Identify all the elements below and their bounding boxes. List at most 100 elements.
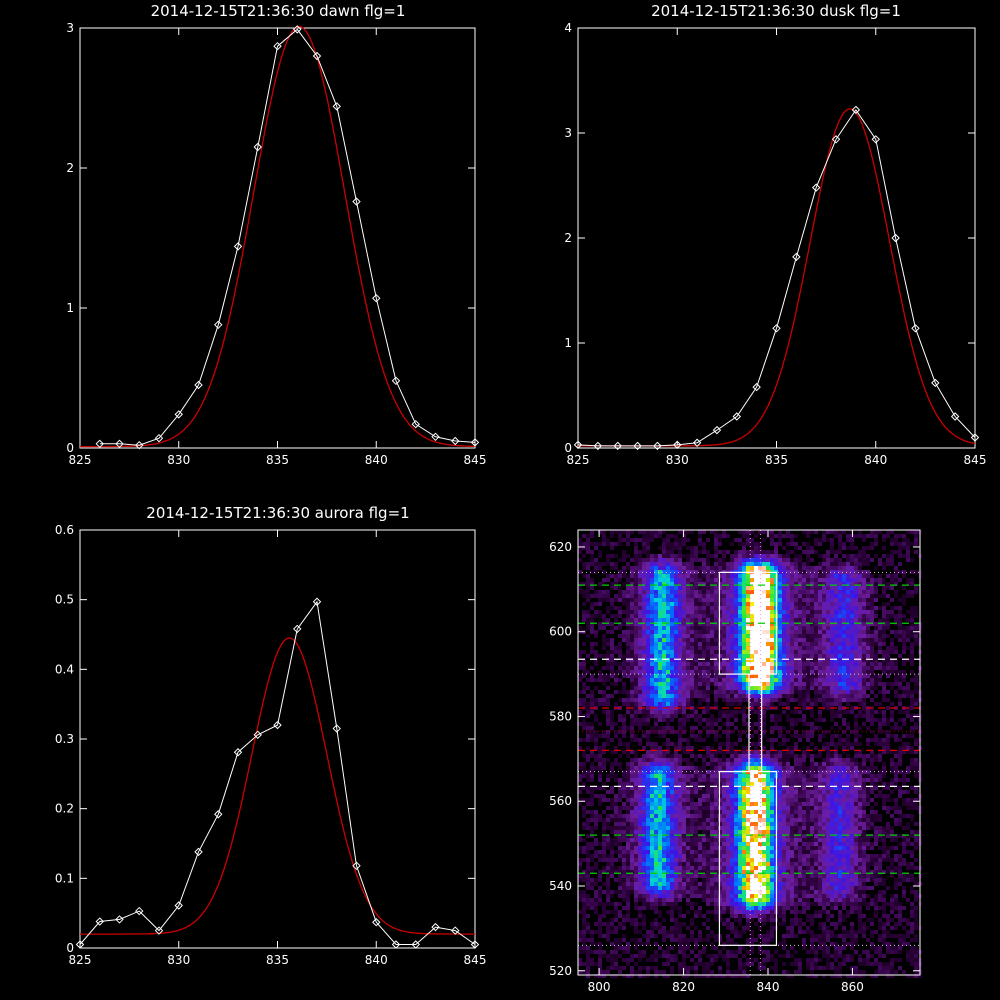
- data-line: [79, 600, 476, 945]
- data-point: [273, 41, 282, 51]
- data-point: [950, 412, 960, 421]
- x-tick-label: 830: [666, 453, 689, 467]
- y-tick-label: 0.2: [55, 802, 74, 816]
- data-point: [135, 440, 144, 450]
- data-point: [332, 102, 341, 111]
- x-tick-label: 845: [464, 453, 487, 467]
- x-tick-label: 825: [69, 453, 92, 467]
- data-point: [372, 918, 381, 927]
- data-point: [154, 433, 164, 443]
- x-tick-label: 840: [365, 953, 388, 967]
- data-point: [911, 324, 920, 333]
- data-point: [573, 440, 583, 450]
- data-point: [792, 252, 801, 262]
- y-tick-label: 0: [66, 941, 74, 955]
- x-tick-label: 840: [757, 980, 780, 994]
- y-tick-label: 0: [66, 441, 74, 455]
- x-tick-label: 830: [167, 953, 190, 967]
- y-tick-label: 3: [66, 21, 74, 35]
- data-point: [431, 922, 440, 932]
- data-point: [391, 940, 401, 949]
- data-point: [712, 425, 722, 435]
- data-point: [653, 441, 662, 451]
- data-point: [312, 51, 322, 61]
- y-tick-label: 3: [564, 126, 572, 140]
- y-tick-label: 0.1: [55, 871, 74, 885]
- x-tick-label: 825: [69, 953, 92, 967]
- fit-curve: [80, 637, 475, 935]
- x-tick-label: 800: [588, 980, 611, 994]
- dusk-spectrum-panel: 2014-12-15T21:36:30 dusk flg=1 825 830 835…: [564, 2, 986, 467]
- data-point: [692, 438, 702, 447]
- x-tick-label: 840: [864, 453, 887, 467]
- y-tick-label: 560: [549, 794, 572, 808]
- data-point: [135, 906, 144, 916]
- dawn-spectrum-panel: 2014-12-15T21:36:30 dawn flg=1 825 830 835…: [66, 2, 486, 467]
- data-point: [154, 926, 164, 935]
- y-tick-label: 580: [549, 709, 572, 723]
- data-point: [75, 940, 85, 949]
- selection-box: [718, 571, 778, 675]
- data-point: [451, 436, 460, 446]
- x-tick-label: 825: [567, 453, 590, 467]
- dawn-panel-title: 2014-12-15T21:36:30 dawn flg=1: [151, 2, 406, 20]
- x-tick-label: 820: [672, 980, 695, 994]
- y-tick-label: 0.5: [55, 593, 74, 607]
- data-point: [293, 624, 302, 634]
- data-point: [115, 915, 124, 924]
- data-point: [411, 419, 420, 429]
- data-point: [332, 724, 341, 733]
- x-tick-label: 845: [964, 453, 987, 467]
- data-point: [673, 440, 682, 450]
- y-tick-label: 520: [549, 964, 572, 978]
- y-tick-label: 2: [564, 231, 572, 245]
- detector-image-panel: 800 820 840 860 520 540 560 580 600 620: [549, 529, 922, 994]
- data-point: [352, 861, 361, 871]
- data-point: [273, 720, 282, 730]
- data-point: [214, 810, 223, 819]
- aurora-spectrum-panel: 2014-12-15T21:36:30 aurora flg=1 825 830 8…: [55, 504, 487, 967]
- data-point: [871, 135, 880, 144]
- x-tick-label: 835: [765, 453, 788, 467]
- aurora-panel-title: 2014-12-15T21:36:30 aurora flg=1: [146, 504, 409, 522]
- fit-curve: [80, 25, 476, 448]
- heatmap-pixels: [578, 530, 922, 978]
- y-tick-label: 620: [549, 540, 572, 554]
- y-tick-label: 0.4: [55, 662, 74, 676]
- data-point: [95, 439, 104, 449]
- x-tick-label: 845: [464, 953, 487, 967]
- data-point: [752, 382, 761, 392]
- y-tick-label: 0: [564, 441, 572, 455]
- selection-box: [718, 770, 778, 946]
- data-point: [233, 748, 243, 757]
- data-point: [233, 242, 243, 251]
- y-tick-label: 600: [549, 625, 572, 639]
- x-tick-label: 835: [266, 953, 289, 967]
- data-point: [194, 380, 203, 390]
- data-point: [293, 25, 302, 34]
- x-tick-label: 840: [365, 453, 388, 467]
- data-point: [633, 441, 642, 451]
- data-line: [99, 28, 476, 446]
- y-tick-label: 1: [66, 301, 74, 315]
- data-point: [372, 293, 381, 303]
- data-point: [352, 197, 361, 206]
- data-point: [811, 183, 821, 192]
- data-point: [411, 940, 420, 949]
- data-point: [831, 135, 841, 144]
- data-point: [391, 376, 401, 386]
- y-tick-label: 2: [66, 161, 74, 175]
- data-point: [772, 324, 781, 333]
- y-tick-label: 540: [549, 879, 572, 893]
- data-point: [194, 847, 203, 857]
- dusk-panel-title: 2014-12-15T21:36:30 dusk flg=1: [651, 2, 901, 20]
- data-point: [451, 926, 460, 935]
- data-point: [851, 105, 861, 115]
- data-line: [577, 109, 976, 447]
- data-point: [613, 441, 622, 451]
- data-point: [470, 438, 480, 447]
- data-point: [891, 233, 900, 243]
- x-tick-label: 835: [266, 453, 289, 467]
- box-connector: [748, 674, 763, 773]
